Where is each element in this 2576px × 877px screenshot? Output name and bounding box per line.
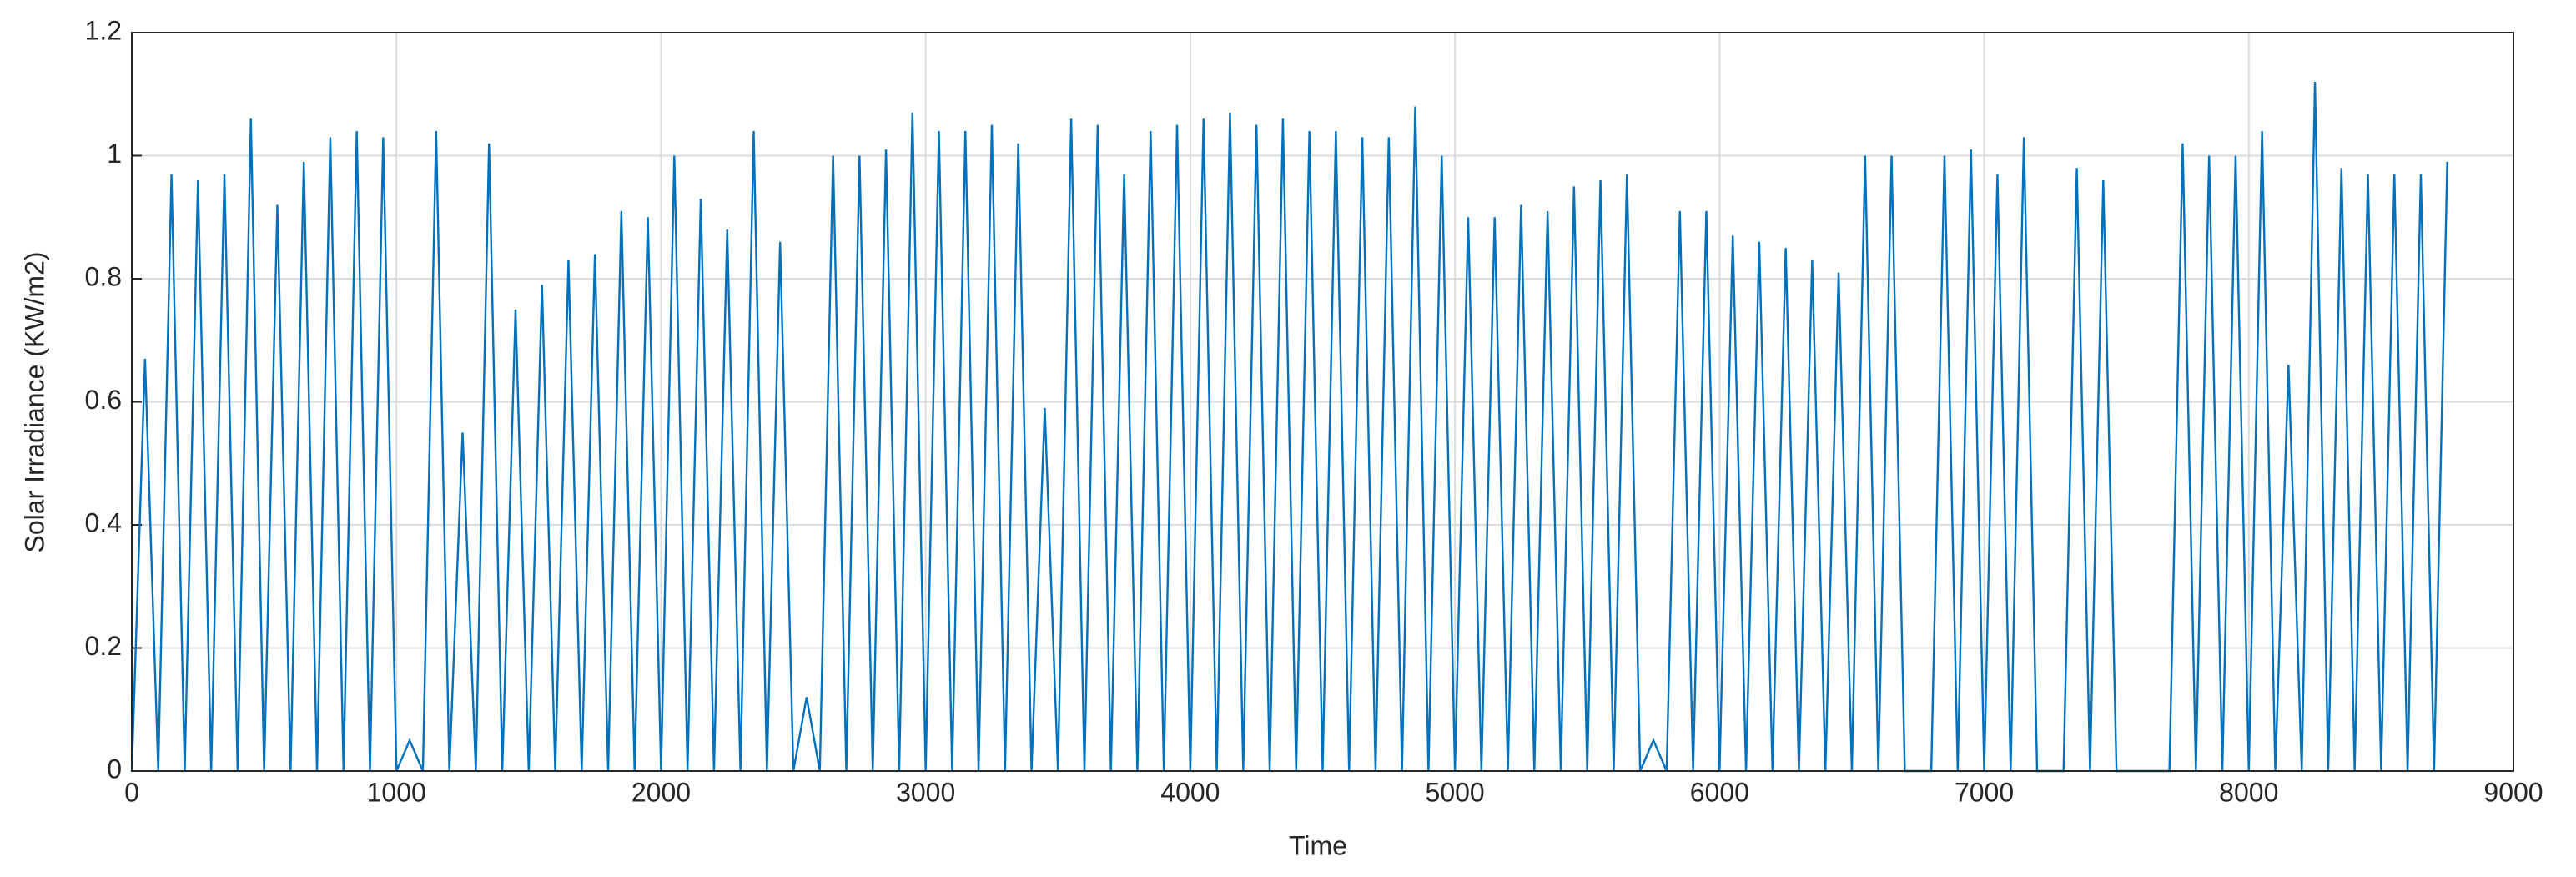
x-tick-label: 2000 [631,777,691,807]
x-axis-label: Time [1289,830,1347,860]
y-tick-label: 1.2 [85,15,122,45]
y-tick-label: 0.2 [85,631,122,661]
y-tick-label: 0.8 [85,261,122,291]
y-tick-label: 1 [107,139,122,169]
y-tick-label: 0.4 [85,507,122,537]
x-tick-label: 7000 [1955,777,2014,807]
x-tick-label: 4000 [1160,777,1220,807]
y-axis-label: Solar Irradiance (KW/m2) [19,252,49,553]
y-tick-label: 0.6 [85,385,122,415]
x-tick-label: 3000 [896,777,955,807]
x-tick-label: 6000 [1690,777,1749,807]
data-line [130,81,2448,773]
x-tick-label: 1000 [367,777,426,807]
x-tick-label: 8000 [2219,777,2278,807]
y-tick-label: 0 [107,754,122,784]
plot-frame [131,32,2514,772]
x-tick-label: 0 [124,777,139,807]
x-tick-label: 9000 [2483,777,2543,807]
x-tick-label: 5000 [1426,777,1485,807]
